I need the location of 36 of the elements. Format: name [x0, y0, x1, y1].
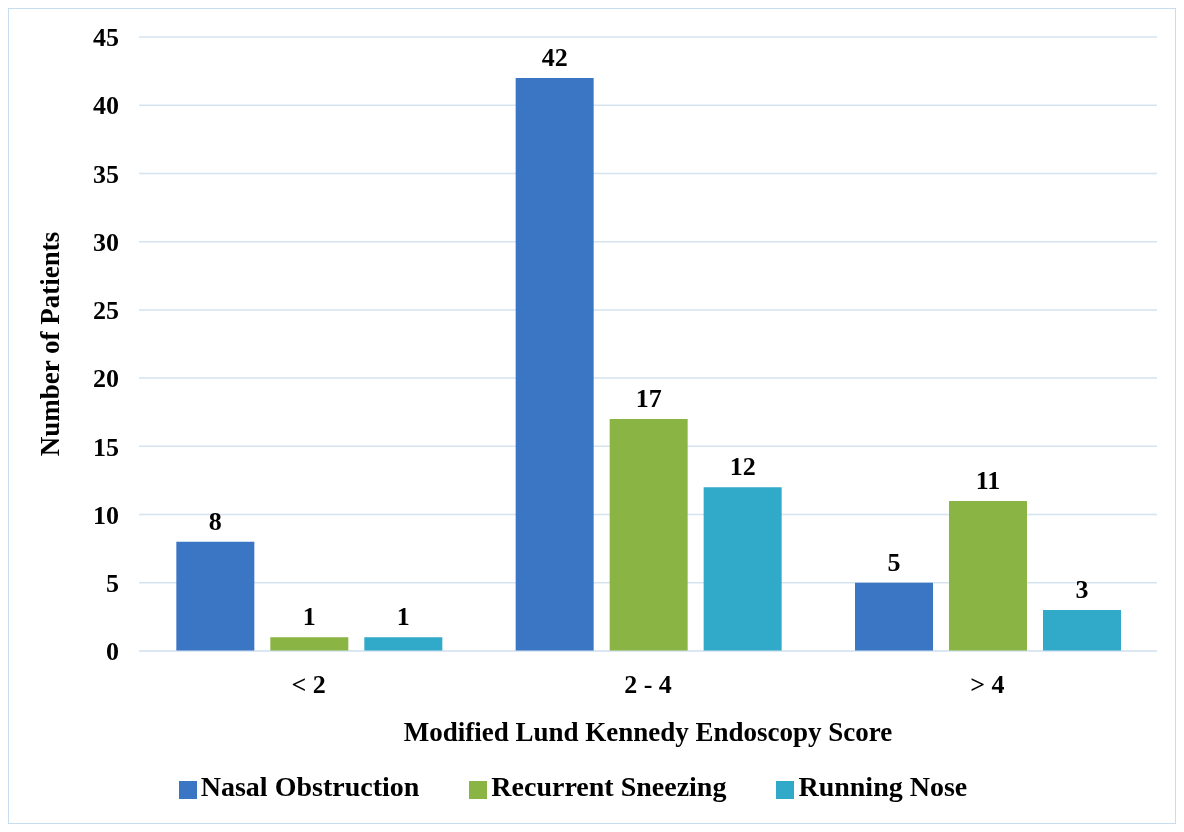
- y-tick-label: 10: [93, 500, 119, 530]
- x-tick-label: < 2: [291, 670, 326, 700]
- y-tick-label: 5: [106, 569, 119, 599]
- y-tick-label: 0: [106, 637, 119, 667]
- y-tick-label: 40: [93, 91, 119, 121]
- x-tick-label: 2 - 4: [624, 670, 672, 700]
- data-label: 12: [729, 452, 756, 482]
- bar: [270, 637, 349, 651]
- legend-label: Nasal Obstruction: [200, 771, 420, 802]
- bar: [609, 419, 688, 651]
- data-label: 5: [887, 547, 901, 577]
- data-label: 17: [635, 384, 662, 414]
- bar: [364, 637, 443, 651]
- bar: [176, 541, 255, 651]
- data-label: 1: [396, 602, 410, 632]
- y-tick-label: 25: [93, 296, 119, 326]
- data-label: 8: [208, 506, 222, 536]
- bar: [854, 582, 933, 651]
- data-label: 42: [541, 42, 568, 72]
- y-tick-label: 45: [93, 23, 119, 53]
- x-axis-title: Modified Lund Kennedy Endoscopy Score: [403, 717, 893, 747]
- bar: [1042, 610, 1121, 651]
- y-tick-label: 30: [93, 227, 119, 257]
- y-tick-label: 35: [93, 159, 119, 189]
- bar: [948, 500, 1027, 651]
- bar: [515, 77, 594, 651]
- y-tick-label: 15: [93, 432, 119, 462]
- x-tick-label: > 4: [970, 670, 1005, 700]
- data-label: 1: [302, 602, 316, 632]
- legend-label: Recurrent Sneezing: [491, 771, 727, 802]
- y-axis-title: Number of Patients: [34, 231, 65, 457]
- data-label: 3: [1075, 575, 1089, 605]
- y-tick-label: 20: [93, 364, 119, 394]
- bar: [703, 487, 782, 651]
- data-label: 11: [975, 465, 1001, 495]
- legend-label: Running Nose: [798, 771, 968, 802]
